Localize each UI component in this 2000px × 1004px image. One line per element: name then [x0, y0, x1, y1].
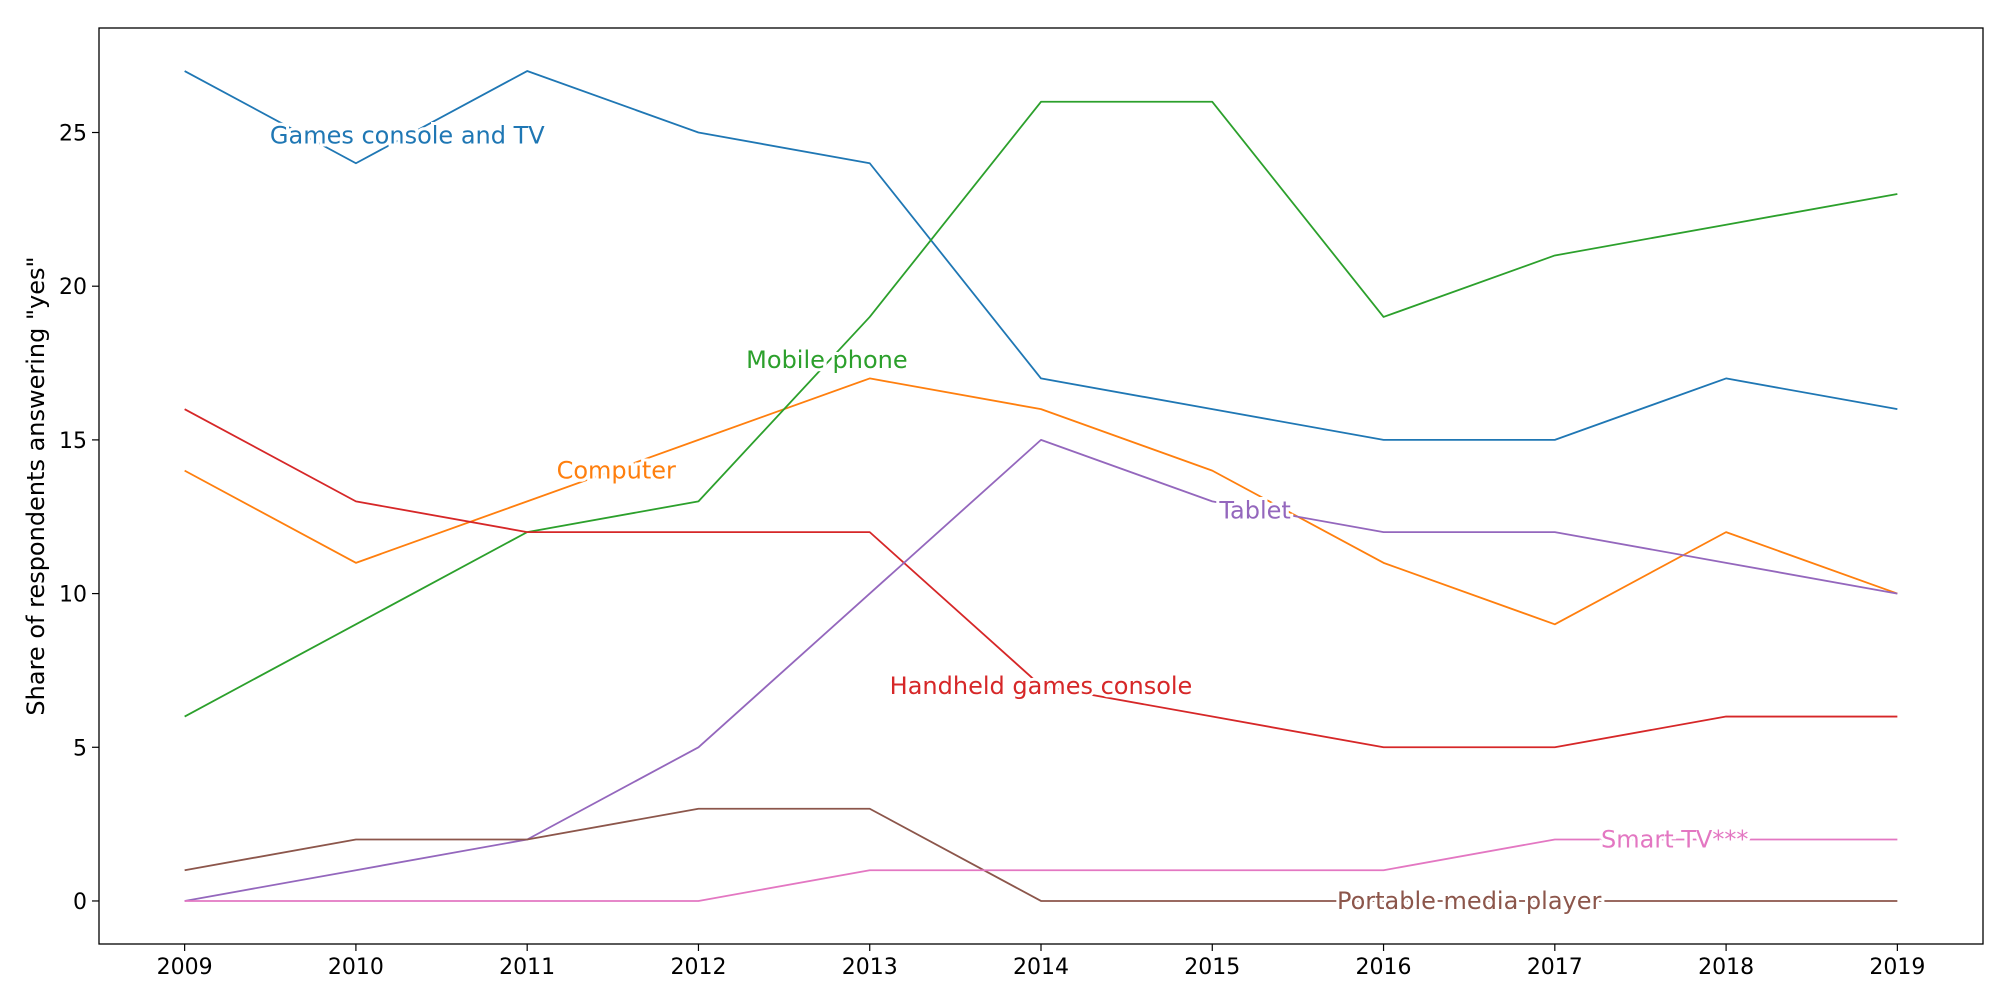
x-tick-label: 2012 [670, 955, 726, 980]
x-tick-label: 2014 [1013, 955, 1069, 980]
x-tick-label: 2009 [157, 955, 213, 980]
series-label-smart-tv: Smart TV*** [1601, 825, 1748, 853]
y-tick-label: 20 [59, 275, 87, 300]
x-tick-label: 2015 [1184, 955, 1240, 980]
x-tick-label: 2018 [1698, 955, 1754, 980]
x-tick-label: 2017 [1527, 955, 1583, 980]
x-tick-label: 2016 [1356, 955, 1412, 980]
y-tick-label: 10 [59, 583, 87, 608]
series-label-computer: Computer [557, 457, 676, 485]
x-tick-label: 2013 [842, 955, 898, 980]
series-label-portable-media-player: Portable media player [1337, 887, 1602, 915]
y-tick-label: 5 [73, 736, 87, 761]
x-tick-label: 2010 [328, 955, 384, 980]
y-tick-label: 15 [59, 429, 87, 454]
x-tick-label: 2011 [499, 955, 555, 980]
series-label-games-console-and-tv: Games console and TV [270, 122, 545, 150]
series-label-tablet: Tablet [1218, 497, 1290, 525]
y-tick-label: 0 [73, 890, 87, 915]
series-label-handheld-games-console: Handheld games console [890, 672, 1193, 700]
y-tick-label: 25 [59, 122, 87, 147]
x-tick-label: 2019 [1869, 955, 1925, 980]
y-axis-title: Share of respondents answering "yes" [22, 256, 50, 715]
series-label-mobile-phone: Mobile phone [746, 346, 907, 374]
